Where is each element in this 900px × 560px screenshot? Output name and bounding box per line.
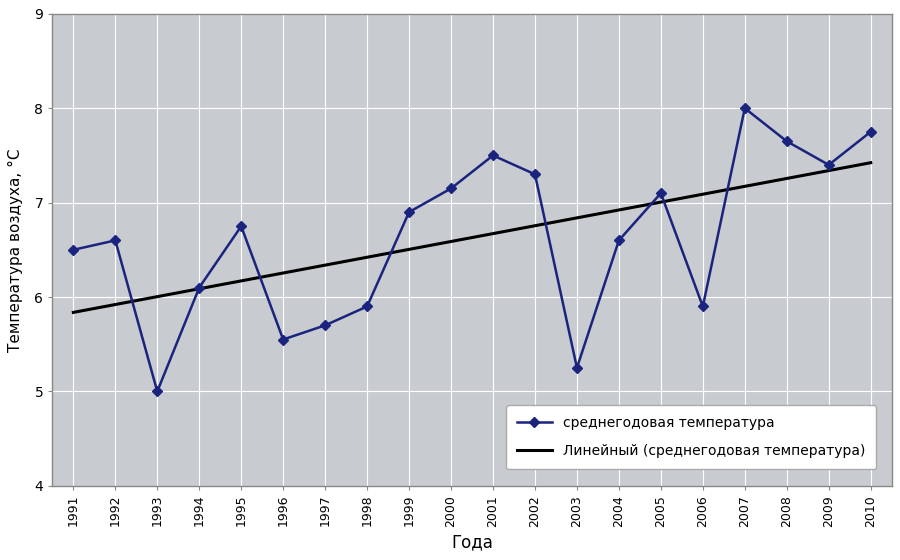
среднегодовая температура <box>740 105 751 111</box>
среднегодовая температура <box>278 336 289 343</box>
Линейный (среднегодовая температура) <box>446 238 456 245</box>
Линейный (среднегодовая температура) <box>320 262 330 268</box>
среднегодовая температура <box>781 138 792 144</box>
Линейный (среднегодовая температура) <box>404 246 415 253</box>
Legend: среднегодовая температура, Линейный (среднегодовая температура): среднегодовая температура, Линейный (сре… <box>506 405 877 469</box>
среднегодовая температура <box>824 161 834 168</box>
Линейный (среднегодовая температура) <box>865 160 876 166</box>
Линейный (среднегодовая температура) <box>488 230 499 237</box>
среднегодовая температура <box>698 303 708 310</box>
Линейный (среднегодовая температура) <box>655 199 666 206</box>
Линейный (среднегодовая температура) <box>362 254 373 260</box>
среднегодовая температура <box>320 322 330 329</box>
среднегодовая температура <box>236 223 247 230</box>
среднегодовая температура <box>152 388 163 395</box>
X-axis label: Года: Года <box>451 534 493 552</box>
Line: Линейный (среднегодовая температура): Линейный (среднегодовая температура) <box>73 163 870 312</box>
среднегодовая температура <box>614 237 625 244</box>
среднегодовая температура <box>865 128 876 135</box>
среднегодовая температура <box>446 185 456 192</box>
среднегодовая температура <box>488 152 499 159</box>
Линейный (среднегодовая температура) <box>698 191 708 198</box>
Линейный (среднегодовая температура) <box>740 183 751 190</box>
Y-axis label: Температура воздуха, °C: Температура воздуха, °C <box>8 148 23 352</box>
среднегодовая температура <box>572 365 582 371</box>
Линейный (среднегодовая температура) <box>781 175 792 182</box>
Линейный (среднегодовая температура) <box>68 309 78 316</box>
среднегодовая температура <box>110 237 121 244</box>
среднегодовая температура <box>68 246 78 253</box>
Линейный (среднегодовая температура) <box>278 270 289 277</box>
Линейный (среднегодовая температура) <box>194 286 204 292</box>
среднегодовая температура <box>529 171 540 178</box>
Линейный (среднегодовая температура) <box>110 301 121 308</box>
Линейный (среднегодовая температура) <box>529 222 540 229</box>
Линейный (среднегодовая температура) <box>824 167 834 174</box>
среднегодовая температура <box>194 284 204 291</box>
Линейный (среднегодовая температура) <box>152 293 163 300</box>
среднегодовая температура <box>404 209 415 216</box>
Line: среднегодовая температура: среднегодовая температура <box>70 105 874 395</box>
среднегодовая температура <box>655 190 666 197</box>
Линейный (среднегодовая температура) <box>236 278 247 284</box>
среднегодовая температура <box>362 303 373 310</box>
Линейный (среднегодовая температура) <box>572 214 582 221</box>
Линейный (среднегодовая температура) <box>614 207 625 213</box>
